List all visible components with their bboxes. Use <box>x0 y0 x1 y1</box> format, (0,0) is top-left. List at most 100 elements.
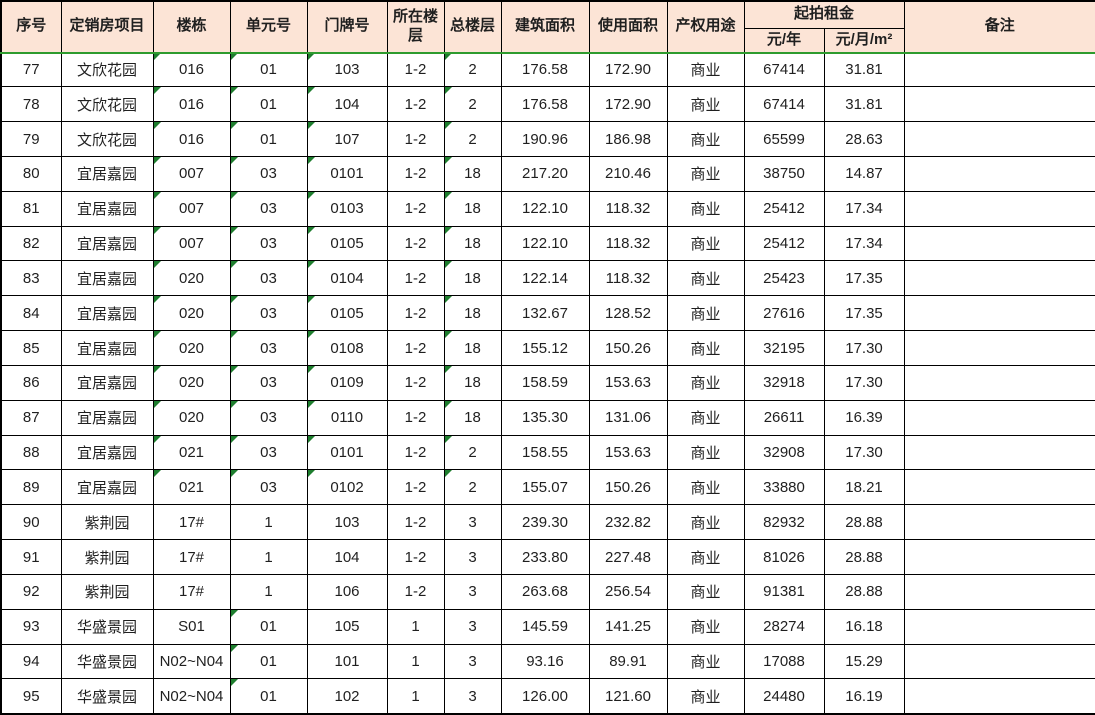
cell-floor[interactable]: 1-2 <box>386 121 445 157</box>
cell-remark[interactable] <box>903 190 1095 227</box>
cell-use_area[interactable]: 150.26 <box>588 469 668 506</box>
cell-building[interactable]: 17# <box>152 573 231 610</box>
cell-build_area[interactable]: 135.30 <box>500 399 590 436</box>
cell-use_area[interactable]: 227.48 <box>588 539 668 575</box>
cell-seq[interactable]: 88 <box>0 434 62 471</box>
cell-build_area[interactable]: 122.10 <box>500 190 590 227</box>
cell-use_area[interactable]: 186.98 <box>588 121 668 157</box>
cell-total_floors[interactable]: 18 <box>443 190 502 227</box>
cell-usage[interactable]: 商业 <box>666 539 745 575</box>
cell-total_floors[interactable]: 18 <box>443 155 502 192</box>
cell-rent_month[interactable]: 28.63 <box>823 121 905 157</box>
header-use-area[interactable]: 使用面积 <box>588 0 668 53</box>
cell-building[interactable]: 020 <box>152 295 231 332</box>
cell-door[interactable]: 104 <box>306 539 388 575</box>
cell-remark[interactable] <box>903 539 1095 575</box>
cell-total_floors[interactable]: 2 <box>443 121 502 157</box>
header-floor[interactable]: 所在楼层 <box>386 0 445 53</box>
cell-rent_year[interactable]: 38750 <box>743 155 825 192</box>
cell-building[interactable]: 016 <box>152 121 231 157</box>
cell-usage[interactable]: 商业 <box>666 573 745 610</box>
cell-use_area[interactable]: 118.32 <box>588 260 668 297</box>
cell-remark[interactable] <box>903 399 1095 436</box>
cell-unit[interactable]: 03 <box>229 260 308 297</box>
cell-floor[interactable]: 1-2 <box>386 155 445 192</box>
cell-unit[interactable]: 01 <box>229 678 308 715</box>
cell-total_floors[interactable]: 18 <box>443 330 502 366</box>
cell-usage[interactable]: 商业 <box>666 330 745 366</box>
cell-project[interactable]: 宜居嘉园 <box>60 364 154 401</box>
cell-project[interactable]: 华盛景园 <box>60 678 154 715</box>
cell-remark[interactable] <box>903 225 1095 262</box>
cell-rent_year[interactable]: 24480 <box>743 678 825 715</box>
cell-remark[interactable] <box>903 260 1095 297</box>
cell-build_area[interactable]: 233.80 <box>500 539 590 575</box>
cell-project[interactable]: 文欣花园 <box>60 121 154 157</box>
cell-usage[interactable]: 商业 <box>666 643 745 680</box>
cell-floor[interactable]: 1-2 <box>386 330 445 366</box>
cell-total_floors[interactable]: 18 <box>443 260 502 297</box>
cell-use_area[interactable]: 172.90 <box>588 51 668 88</box>
cell-usage[interactable]: 商业 <box>666 190 745 227</box>
cell-build_area[interactable]: 176.58 <box>500 51 590 88</box>
cell-unit[interactable]: 01 <box>229 608 308 645</box>
cell-remark[interactable] <box>903 504 1095 541</box>
cell-project[interactable]: 华盛景园 <box>60 643 154 680</box>
cell-use_area[interactable]: 118.32 <box>588 190 668 227</box>
cell-usage[interactable]: 商业 <box>666 260 745 297</box>
cell-use_area[interactable]: 153.63 <box>588 364 668 401</box>
cell-building[interactable]: 17# <box>152 504 231 541</box>
cell-project[interactable]: 宜居嘉园 <box>60 469 154 506</box>
cell-door[interactable]: 101 <box>306 643 388 680</box>
cell-floor[interactable]: 1-2 <box>386 51 445 88</box>
cell-rent_year[interactable]: 25412 <box>743 190 825 227</box>
cell-rent_year[interactable]: 67414 <box>743 86 825 123</box>
cell-door[interactable]: 0109 <box>306 364 388 401</box>
cell-usage[interactable]: 商业 <box>666 608 745 645</box>
cell-unit[interactable]: 03 <box>229 469 308 506</box>
cell-rent_year[interactable]: 32908 <box>743 434 825 471</box>
cell-usage[interactable]: 商业 <box>666 678 745 715</box>
cell-seq[interactable]: 84 <box>0 295 62 332</box>
header-rent-month[interactable]: 元/月/m² <box>823 27 905 53</box>
cell-unit[interactable]: 1 <box>229 573 308 610</box>
cell-remark[interactable] <box>903 86 1095 123</box>
cell-rent_year[interactable]: 27616 <box>743 295 825 332</box>
cell-remark[interactable] <box>903 643 1095 680</box>
cell-rent_month[interactable]: 17.34 <box>823 225 905 262</box>
cell-rent_year[interactable]: 32918 <box>743 364 825 401</box>
cell-building[interactable]: 020 <box>152 330 231 366</box>
cell-usage[interactable]: 商业 <box>666 504 745 541</box>
cell-rent_month[interactable]: 31.81 <box>823 51 905 88</box>
cell-floor[interactable]: 1 <box>386 608 445 645</box>
cell-door[interactable]: 0101 <box>306 155 388 192</box>
cell-remark[interactable] <box>903 469 1095 506</box>
cell-unit[interactable]: 03 <box>229 434 308 471</box>
cell-seq[interactable]: 90 <box>0 504 62 541</box>
cell-project[interactable]: 宜居嘉园 <box>60 399 154 436</box>
cell-rent_month[interactable]: 16.39 <box>823 399 905 436</box>
cell-remark[interactable] <box>903 434 1095 471</box>
cell-floor[interactable]: 1-2 <box>386 573 445 610</box>
cell-total_floors[interactable]: 3 <box>443 539 502 575</box>
cell-build_area[interactable]: 122.10 <box>500 225 590 262</box>
cell-use_area[interactable]: 128.52 <box>588 295 668 332</box>
cell-door[interactable]: 103 <box>306 504 388 541</box>
cell-building[interactable]: 007 <box>152 190 231 227</box>
cell-unit[interactable]: 01 <box>229 121 308 157</box>
cell-door[interactable]: 103 <box>306 51 388 88</box>
cell-building[interactable]: 007 <box>152 225 231 262</box>
cell-seq[interactable]: 95 <box>0 678 62 715</box>
header-door[interactable]: 门牌号 <box>306 0 388 53</box>
cell-rent_year[interactable]: 82932 <box>743 504 825 541</box>
cell-usage[interactable]: 商业 <box>666 434 745 471</box>
cell-rent_month[interactable]: 28.88 <box>823 504 905 541</box>
cell-project[interactable]: 宜居嘉园 <box>60 155 154 192</box>
cell-unit[interactable]: 1 <box>229 504 308 541</box>
cell-build_area[interactable]: 190.96 <box>500 121 590 157</box>
cell-unit[interactable]: 1 <box>229 539 308 575</box>
cell-floor[interactable]: 1 <box>386 678 445 715</box>
cell-total_floors[interactable]: 18 <box>443 295 502 332</box>
cell-total_floors[interactable]: 18 <box>443 399 502 436</box>
cell-use_area[interactable]: 210.46 <box>588 155 668 192</box>
